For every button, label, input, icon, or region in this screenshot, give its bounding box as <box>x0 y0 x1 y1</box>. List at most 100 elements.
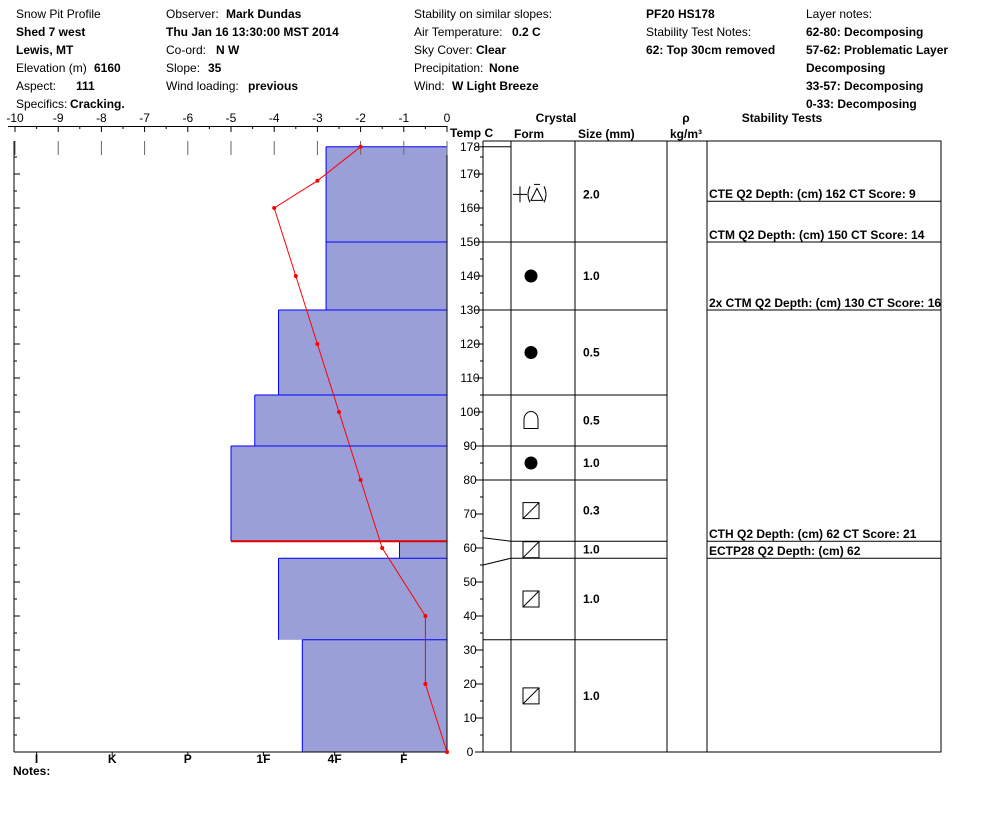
hardness-label: K <box>108 752 117 766</box>
crystal-size: 1.0 <box>583 689 600 703</box>
height-tick-label: 120 <box>460 337 480 351</box>
hardness-label: 1F <box>256 752 270 766</box>
temperature-tick-label: -2 <box>355 111 366 125</box>
header-label: Precipitation: <box>414 61 484 75</box>
crystal-header: Crystal <box>536 111 577 125</box>
temperature-point <box>380 546 385 550</box>
header-value: Mark Dundas <box>226 7 302 21</box>
height-tick-label: 130 <box>460 303 480 317</box>
rounded-grain-icon <box>524 456 538 470</box>
triangle-icon <box>530 187 544 201</box>
crystal-form-decomposing-fragmented-icon <box>513 183 547 203</box>
hardness-label: 4F <box>328 752 342 766</box>
density-column <box>666 140 708 753</box>
temperature-tick-label: -5 <box>226 111 237 125</box>
header-value: Lewis, MT <box>16 43 74 57</box>
header-label: Elevation (m) <box>16 61 87 75</box>
header-value: Cracking. <box>70 97 125 111</box>
height-tick-label: 160 <box>460 201 480 215</box>
crystal-size: 1.0 <box>583 456 600 470</box>
hardness-layer <box>254 395 447 446</box>
crystal-size: 1.0 <box>583 592 600 606</box>
temperature-point <box>293 274 298 278</box>
height-tick-label: 178 <box>460 140 480 154</box>
header-value: None <box>489 61 519 75</box>
crystal-size: 0.5 <box>583 414 600 428</box>
layer-connector <box>482 557 512 566</box>
height-tick-label: 60 <box>463 541 477 555</box>
crystal-size: 2.0 <box>583 187 600 201</box>
faceted-grain-diagonal <box>522 541 540 559</box>
height-tick-label: 170 <box>460 167 480 181</box>
density-units-header: kg/m³ <box>670 127 702 141</box>
faceted-grain-icon <box>522 541 540 559</box>
stability-test-label: ECTP28 Q2 Depth: (cm) 62 <box>709 544 861 558</box>
crystal-size: 1.0 <box>583 269 600 283</box>
hardness-layer <box>326 146 447 242</box>
header-value: 33-57: Decomposing <box>806 79 924 93</box>
header-label: Aspect: <box>16 79 57 93</box>
height-tick-label: 150 <box>460 235 480 249</box>
height-tick-label: 40 <box>463 609 477 623</box>
header-value: 0.2 C <box>512 25 541 39</box>
stability-column <box>706 140 942 753</box>
faceted-grain-diagonal <box>522 502 540 519</box>
header-value: W Light Breeze <box>452 79 539 93</box>
stability-test-label: 2x CTM Q2 Depth: (cm) 130 CT Score: 16 <box>709 296 941 310</box>
hardness-label: F <box>400 752 407 766</box>
crystal-form-faceted-icon <box>522 541 540 559</box>
header-label: Stability on similar slopes: <box>414 7 553 21</box>
crystal-form-faceted-icon <box>522 590 540 608</box>
header-label: Slope: <box>166 61 201 75</box>
header-value: 62-80: Decomposing <box>806 25 924 39</box>
header-label: Wind: <box>414 79 445 93</box>
height-tick-label: 140 <box>460 269 480 283</box>
header-label: Stability Test Notes: <box>646 25 752 39</box>
temperature-point <box>315 178 320 183</box>
crystal-size: 0.3 <box>583 504 600 518</box>
header-value: 57-62: Problematic Layer <box>806 43 949 57</box>
temperature-point <box>423 682 428 686</box>
height-tick-label: 10 <box>463 711 477 725</box>
height-tick-label: 90 <box>463 439 477 453</box>
hardness-layer <box>278 310 447 395</box>
notes-label: Notes: <box>13 764 51 778</box>
crystal-form-faceted-icon <box>522 687 540 705</box>
stability-test-label: CTE Q2 Depth: (cm) 162 CT Score: 9 <box>709 187 916 201</box>
height-tick-label: 0 <box>467 745 474 759</box>
header-value: Decomposing <box>806 61 886 75</box>
height-tick-label: 80 <box>463 473 477 487</box>
temperature-point <box>445 750 449 754</box>
header-value: Thu Jan 16 13:30:00 MST 2014 <box>166 25 339 39</box>
size-header: Size (mm) <box>578 127 635 141</box>
header-value: N W <box>216 43 240 57</box>
height-tick-label: 20 <box>463 677 477 691</box>
temperature-tick-label: 0 <box>444 111 451 125</box>
crystal-form-depth-hoar-icon <box>523 411 539 429</box>
header-value: 111 <box>76 79 95 93</box>
hardness-layer <box>231 446 447 542</box>
temperature-tick-label: -1 <box>398 111 409 125</box>
layer-connector <box>482 537 512 542</box>
header-value: 0-33: Decomposing <box>806 97 917 111</box>
density-header: ρ <box>682 111 689 125</box>
height-tick-label: 30 <box>463 643 477 657</box>
hardness-layer <box>326 242 447 310</box>
header-label: Snow Pit Profile <box>16 7 101 21</box>
rounded-grain-icon <box>524 346 538 359</box>
crystal-size: 0.5 <box>583 346 600 360</box>
temperature-tick-label: -3 <box>312 111 323 125</box>
stability-test-label: CTH Q2 Depth: (cm) 62 CT Score: 21 <box>709 527 917 541</box>
crystal-form-faceted-icon <box>522 502 540 520</box>
crystal-size: 1.0 <box>583 543 600 557</box>
paren-right-icon <box>543 186 547 203</box>
header-value: Shed 7 west <box>16 25 86 39</box>
hardness-layer <box>302 639 447 752</box>
crystal-form-rounded-icon <box>524 456 538 470</box>
faceted-grain-icon <box>522 687 540 705</box>
temperature-point <box>423 614 428 618</box>
header-value: 35 <box>208 61 222 75</box>
temperature-tick-label: -4 <box>269 111 280 125</box>
temperature-tick-label: -8 <box>96 111 107 125</box>
